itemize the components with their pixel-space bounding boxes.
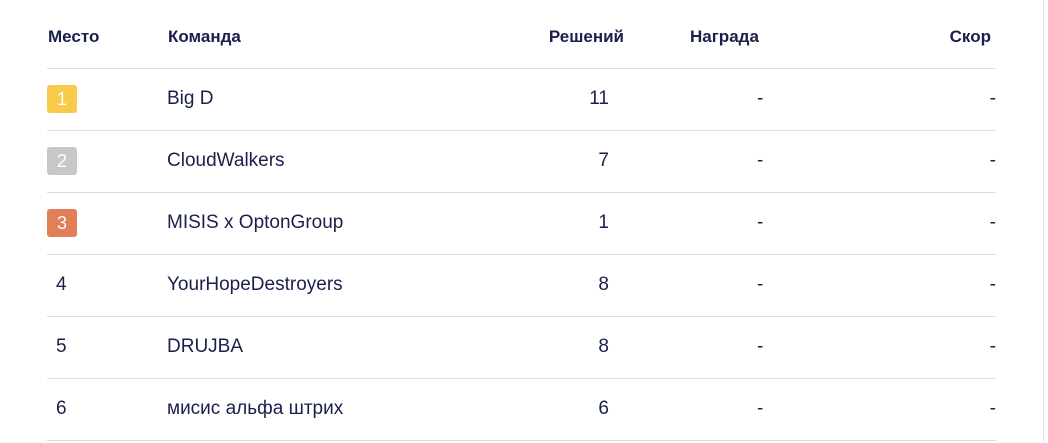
table-row[interactable]: 5 DRUJBA 8 - - bbox=[47, 317, 996, 379]
score-value: - bbox=[989, 398, 996, 419]
reward-value: - bbox=[757, 274, 764, 295]
score-value: - bbox=[989, 274, 996, 295]
solved-count: 11 bbox=[589, 88, 609, 109]
team-name[interactable]: DRUJBA bbox=[167, 336, 244, 357]
solved-count: 1 bbox=[598, 212, 609, 233]
score-value: - bbox=[989, 150, 996, 171]
reward-value: - bbox=[757, 150, 764, 171]
team-name[interactable]: YourHopeDestroyers bbox=[167, 274, 343, 295]
leaderboard-table: Место Команда Решений Награда Скор 1 Big… bbox=[47, 0, 996, 441]
column-header-team[interactable]: Команда bbox=[168, 27, 241, 46]
reward-value: - bbox=[757, 212, 764, 233]
team-name[interactable]: мисис альфа штрих bbox=[167, 398, 344, 419]
solved-count: 7 bbox=[598, 150, 609, 171]
place-number: 4 bbox=[56, 274, 67, 295]
column-header-score[interactable]: Скор bbox=[949, 27, 991, 46]
team-name[interactable]: Big D bbox=[167, 88, 214, 109]
reward-value: - bbox=[757, 88, 764, 109]
place-badge-gold: 1 bbox=[47, 85, 77, 113]
table-row[interactable]: 6 мисис альфа штрих 6 - - bbox=[47, 379, 996, 441]
solved-count: 8 bbox=[598, 336, 609, 357]
place-number: 6 bbox=[56, 398, 67, 419]
score-value: - bbox=[989, 88, 996, 109]
reward-value: - bbox=[757, 336, 764, 357]
solved-count: 8 bbox=[598, 274, 609, 295]
column-header-place[interactable]: Место bbox=[48, 27, 100, 46]
score-value: - bbox=[989, 336, 996, 357]
panel-edge bbox=[1043, 0, 1044, 443]
place-number: 5 bbox=[56, 336, 67, 357]
solved-count: 6 bbox=[598, 398, 609, 419]
table-row[interactable]: 4 YourHopeDestroyers 8 - - bbox=[47, 255, 996, 317]
team-name[interactable]: CloudWalkers bbox=[167, 150, 285, 171]
column-header-reward[interactable]: Награда bbox=[690, 27, 759, 46]
table-row[interactable]: 1 Big D 11 - - bbox=[47, 69, 996, 131]
place-badge-bronze: 3 bbox=[47, 209, 77, 237]
table-row[interactable]: 3 MISIS x OptonGroup 1 - - bbox=[47, 193, 996, 255]
column-header-solved[interactable]: Решений bbox=[548, 27, 624, 46]
score-value: - bbox=[989, 212, 996, 233]
table-header: Место Команда Решений Награда Скор bbox=[47, 0, 996, 69]
reward-value: - bbox=[757, 398, 764, 419]
team-name[interactable]: MISIS x OptonGroup bbox=[167, 212, 344, 233]
place-badge-silver: 2 bbox=[47, 147, 77, 175]
table-row[interactable]: 2 CloudWalkers 7 - - bbox=[47, 131, 996, 193]
